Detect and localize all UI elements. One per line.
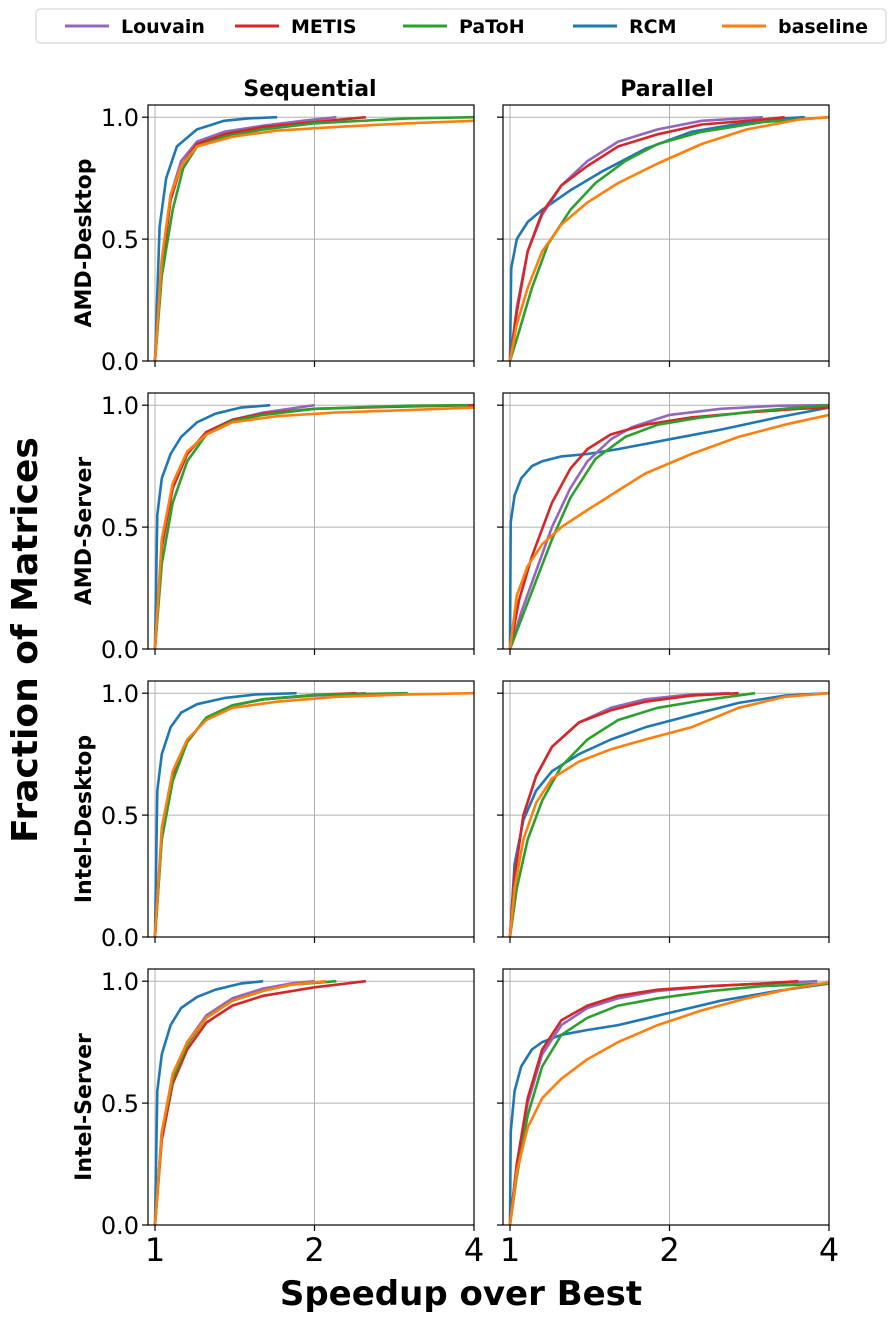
x-tick-label-2: 4 — [464, 1231, 484, 1269]
legend-item-baseline: baseline — [722, 16, 868, 38]
series-line-baseline-intel-server-parallel — [508, 981, 829, 1225]
y-tick-label-0: 0.0 — [101, 1212, 139, 1240]
legend-label-metis: METIS — [291, 16, 357, 38]
y-tick-label-1: 0.5 — [101, 514, 139, 542]
series-line-baseline-amd-desktop-sequential — [153, 119, 474, 361]
y-axis-label: Fraction of Matrices — [5, 437, 46, 843]
row-label-intel-desktop: Intel-Desktop — [72, 735, 97, 903]
legend: Louvain METIS PaToH RCM baseline — [35, 8, 887, 44]
legend-label-louvain: Louvain — [121, 16, 205, 38]
grid-amd-server-sequential — [148, 393, 475, 650]
series-line-baseline-amd-server-parallel — [508, 413, 829, 649]
legend-item-rcm: RCM — [573, 16, 676, 38]
series-group-amd-server-parallel — [508, 403, 829, 649]
series-group-intel-desktop-parallel — [508, 691, 829, 937]
series-line-metis-amd-desktop-parallel — [508, 115, 785, 361]
legend-frame — [35, 8, 887, 44]
panel-amd-server-parallel — [497, 392, 830, 655]
series-line-baseline-amd-server-sequential — [153, 406, 474, 649]
grid-intel-server-sequential — [148, 969, 475, 1226]
x-tick-label-0: 1 — [145, 1231, 165, 1269]
y-tick-label-0: 0.0 — [101, 636, 139, 664]
panel-intel-server-sequential: 0.0 0.5 1.0 1 2 4 Intel-Server — [72, 968, 484, 1269]
column-title-parallel: Parallel — [620, 77, 714, 102]
grid-intel-desktop-parallel — [503, 681, 830, 938]
axes-frame-amd-desktop-parallel — [502, 104, 830, 362]
series-line-rcm-intel-desktop-sequential — [153, 691, 297, 937]
axes-frame-intel-desktop-parallel — [502, 680, 830, 938]
y-tick-label-2: 1.0 — [101, 104, 139, 132]
series-line-patoh-amd-desktop-parallel — [508, 115, 829, 361]
panels: 0.00.51.0AMD-Desktop0.00.51.0AMD-Server0… — [72, 104, 839, 1269]
series-line-rcm-amd-desktop-sequential — [153, 115, 278, 361]
panel-amd-desktop-parallel — [497, 104, 830, 367]
series-line-patoh-intel-desktop-parallel — [508, 691, 756, 937]
series-line-rcm-amd-server-sequential — [153, 403, 271, 649]
row-label-amd-desktop: AMD-Desktop — [72, 158, 97, 327]
y-tick-label-2: 1.0 — [101, 968, 139, 996]
axes-frame-intel-desktop-sequential — [147, 680, 475, 938]
legend-label-patoh: PaToH — [459, 16, 525, 38]
axes-frame-amd-server-sequential — [147, 392, 475, 650]
series-line-patoh-amd-server-parallel — [508, 403, 829, 649]
series-group-intel-desktop-sequential — [153, 691, 474, 937]
series-line-baseline-amd-desktop-parallel — [508, 115, 829, 361]
column-title-sequential: Sequential — [243, 77, 376, 102]
axes-frame-intel-server-sequential — [147, 968, 475, 1226]
series-group-intel-server-parallel — [508, 979, 829, 1225]
grid-amd-server-parallel — [503, 393, 830, 650]
row-label-amd-server: AMD-Server — [72, 457, 97, 606]
x-axis-label: Speedup over Best — [280, 1274, 642, 1314]
grid-amd-desktop-parallel — [503, 105, 830, 362]
column-titles: Sequential Parallel — [243, 77, 713, 102]
x-tick-label-2: 4 — [819, 1231, 839, 1269]
legend-label-baseline: baseline — [778, 16, 868, 38]
panel-amd-server-sequential: 0.0 0.5 1.0 AMD-Server — [72, 392, 475, 664]
panel-intel-desktop-parallel — [497, 680, 830, 943]
grid-intel-server-parallel — [503, 969, 830, 1226]
series-line-rcm-amd-server-parallel — [508, 406, 829, 649]
axes-frame-amd-server-parallel — [502, 392, 830, 650]
series-line-rcm-amd-desktop-parallel — [508, 115, 805, 361]
series-group-amd-server-sequential — [153, 403, 474, 649]
y-tick-label-1: 0.5 — [101, 226, 139, 254]
axes-frame-intel-server-parallel — [502, 968, 830, 1226]
panel-intel-desktop-sequential: 0.0 0.5 1.0 Intel-Desktop — [72, 680, 475, 952]
x-tick-label-1: 2 — [659, 1231, 679, 1269]
y-tick-label-1: 0.5 — [101, 802, 139, 830]
y-tick-label-1: 0.5 — [101, 1090, 139, 1118]
series-line-louvain-amd-server-parallel — [508, 403, 829, 649]
x-tick-label-0: 1 — [500, 1231, 520, 1269]
series-line-rcm-intel-server-sequential — [153, 979, 264, 1225]
series-line-baseline-intel-desktop-sequential — [153, 691, 474, 937]
legend-item-metis: METIS — [235, 16, 357, 38]
y-tick-label-2: 1.0 — [101, 680, 139, 708]
panel-amd-desktop-sequential: 0.0 0.5 1.0 AMD-Desktop — [72, 104, 475, 376]
series-line-baseline-intel-server-sequential — [153, 979, 326, 1225]
axes-frame-amd-desktop-sequential — [147, 104, 475, 362]
series-line-metis-intel-server-parallel — [508, 979, 799, 1225]
series-group-intel-server-sequential — [153, 979, 367, 1225]
x-tick-label-1: 2 — [304, 1231, 324, 1269]
legend-item-patoh: PaToH — [403, 16, 525, 38]
legend-item-louvain: Louvain — [65, 16, 205, 38]
series-line-metis-intel-desktop-parallel — [508, 691, 739, 937]
y-tick-label-0: 0.0 — [101, 348, 139, 376]
panel-intel-server-parallel: 1 2 4 — [497, 968, 839, 1269]
series-group-amd-desktop-parallel — [508, 115, 829, 361]
series-group-amd-desktop-sequential — [153, 115, 474, 361]
y-tick-label-2: 1.0 — [101, 392, 139, 420]
series-line-baseline-intel-desktop-parallel — [508, 691, 829, 937]
series-line-patoh-intel-desktop-sequential — [153, 691, 408, 937]
grid-intel-desktop-sequential — [148, 681, 475, 938]
row-label-intel-server: Intel-Server — [72, 1033, 97, 1181]
series-line-patoh-intel-server-parallel — [508, 982, 829, 1225]
y-tick-label-0: 0.0 — [101, 924, 139, 952]
legend-label-rcm: RCM — [629, 16, 676, 38]
